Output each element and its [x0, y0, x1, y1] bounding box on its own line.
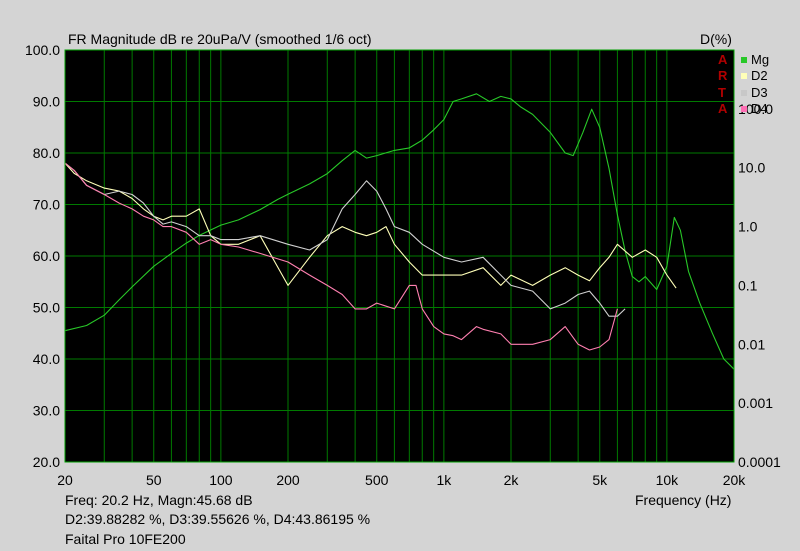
legend-label: D2 — [751, 68, 768, 83]
legend-item-d4[interactable]: D4 — [741, 101, 768, 116]
legend-label: D3 — [751, 85, 768, 100]
legend-label: Mg — [751, 52, 770, 67]
arta-letter: A — [718, 52, 728, 67]
x-tick-label: 100 — [209, 472, 233, 488]
legend-item-d2[interactable]: D2 — [741, 68, 768, 83]
grid-lines — [65, 50, 734, 462]
x-tick-label: 50 — [146, 472, 162, 488]
series-line-d4 — [64, 162, 618, 351]
y-tick-label: 100.0 — [25, 42, 60, 58]
x-tick-label: 20k — [723, 472, 747, 488]
legend-swatch — [741, 89, 747, 96]
x-tick-label: 5k — [592, 472, 608, 488]
y-tick-label: 20.0 — [33, 454, 60, 470]
y2-tick-label: 0.1 — [738, 277, 758, 293]
y-tick-label: 90.0 — [33, 94, 60, 110]
legend-swatch — [741, 56, 747, 63]
cursor-readout-line1: Freq: 20.2 Hz, Magn:45.68 dB — [65, 492, 253, 508]
chart-title: FR Magnitude dB re 20uPa/V (smoothed 1/6… — [68, 31, 372, 47]
y-tick-label: 40.0 — [33, 351, 60, 367]
legend-swatch — [741, 72, 747, 79]
arta-letter: R — [718, 68, 728, 83]
arta-letter: A — [718, 101, 728, 116]
cursor-readout-line2: D2:39.88282 %, D3:39.55626 %, D4:43.8619… — [65, 511, 371, 527]
arta-letter: T — [718, 85, 726, 100]
x-tick-label: 10k — [656, 472, 680, 488]
y-tick-label: 50.0 — [33, 300, 60, 316]
y2-tick-label: 100.0 — [738, 101, 773, 117]
legend-item-d3[interactable]: D3 — [741, 85, 768, 100]
series-line-d3 — [64, 162, 626, 317]
series-line-d2 — [64, 162, 677, 289]
x-tick-label: 200 — [276, 472, 300, 488]
x-tick-label: 1k — [436, 472, 452, 488]
y-tick-label: 60.0 — [33, 248, 60, 264]
y2-tick-label: 10.0 — [738, 160, 765, 176]
plot-border — [64, 49, 735, 463]
tick-labels: 20 50 100 200 500 1k 2k 5k 10k 20k 20.0 30.0 40.0 50.… — [25, 42, 781, 488]
y-tick-label: 70.0 — [33, 197, 60, 213]
series-line-mg — [64, 93, 735, 370]
legend-swatch — [741, 105, 747, 112]
legend-label: D4 — [751, 101, 768, 116]
x-tick-label: 500 — [365, 472, 389, 488]
x-axis-label: Frequency (Hz) — [635, 492, 732, 508]
y2-tick-label: 1.0 — [738, 219, 758, 235]
x-tick-label: 20 — [57, 472, 73, 488]
y2-tick-label: 0.001 — [738, 395, 773, 411]
y2-tick-label: 0.0001 — [738, 454, 781, 470]
y-tick-label: 80.0 — [33, 145, 60, 161]
legend-item-mg[interactable]: Mg — [741, 52, 769, 67]
y-tick-label: 30.0 — [33, 403, 60, 419]
right-axis-title: D(%) — [700, 31, 732, 47]
y2-tick-label: 0.01 — [738, 336, 765, 352]
device-model: Faital Pro 10FE200 — [65, 531, 186, 547]
series-group — [64, 93, 735, 370]
x-tick-label: 2k — [504, 472, 520, 488]
